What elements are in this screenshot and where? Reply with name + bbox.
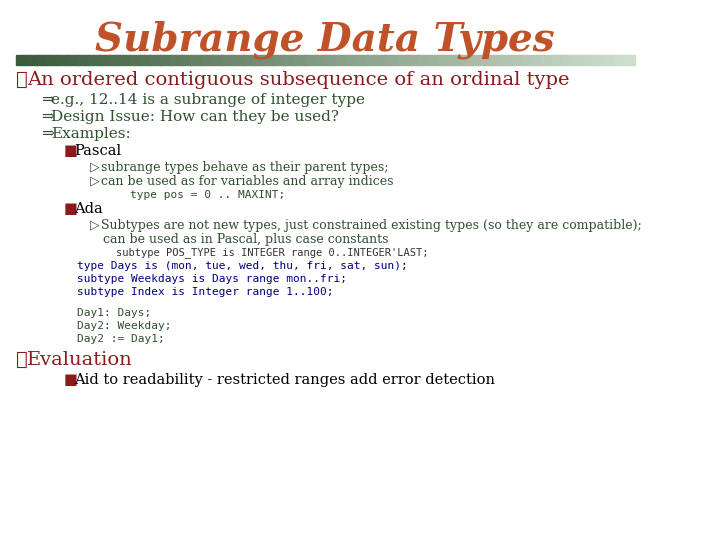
Bar [418,55,429,65]
Bar [336,55,347,65]
Text: Evaluation: Evaluation [27,351,133,369]
Bar [438,55,450,65]
Bar [377,55,388,65]
Bar [68,55,79,65]
Text: Day2: Weekday;: Day2: Weekday; [77,321,171,331]
Bar [305,55,316,65]
Bar [366,55,377,65]
Text: type Days is (mon, tue, wed, thu, fri, sat, sun);: type Days is (mon, tue, wed, thu, fri, s… [77,261,408,271]
Bar [531,55,542,65]
Text: ▷: ▷ [90,160,100,173]
Bar [582,55,594,65]
Text: Design Issue: How can they be used?: Design Issue: How can they be used? [52,110,340,124]
Bar [274,55,285,65]
Text: ▷: ▷ [90,219,100,232]
Text: e.g., 12..14 is a subrange of integer type: e.g., 12..14 is a subrange of integer ty… [52,93,366,107]
Bar [397,55,408,65]
Text: can be used as in Pascal, plus case constants: can be used as in Pascal, plus case cons… [103,233,389,246]
Bar [284,55,295,65]
Bar [572,55,584,65]
Bar [58,55,68,65]
Bar [552,55,563,65]
Bar [89,55,99,65]
Text: An ordered contiguous subsequence of an ordinal type: An ordered contiguous subsequence of an … [27,71,570,89]
Bar [624,55,635,65]
Text: can be used as for variables and array indices: can be used as for variables and array i… [102,174,394,187]
Bar [603,55,614,65]
Bar [171,55,182,65]
Text: type pos = 0 .. MAXINT;: type pos = 0 .. MAXINT; [103,190,285,200]
Bar [593,55,604,65]
Bar [233,55,244,65]
Text: Examples:: Examples: [52,127,131,141]
Bar [222,55,233,65]
Text: ⇒: ⇒ [40,93,53,107]
Bar [181,55,192,65]
Bar [428,55,439,65]
Text: ⇒: ⇒ [40,127,53,141]
Text: ❖: ❖ [17,351,28,369]
Bar [150,55,161,65]
Bar [356,55,367,65]
Bar [140,55,151,65]
Bar [27,55,37,65]
Bar [541,55,553,65]
Bar [325,55,336,65]
Bar [387,55,398,65]
Bar [161,55,171,65]
Bar [130,55,140,65]
Bar [459,55,470,65]
Bar [120,55,130,65]
Text: subrange types behave as their parent types;: subrange types behave as their parent ty… [102,160,389,173]
Bar [243,55,254,65]
Bar [192,55,202,65]
Text: Aid to readability - restricted ranges add error detection: Aid to readability - restricted ranges a… [74,373,495,387]
Text: ■: ■ [63,202,77,216]
Text: ■: ■ [63,144,77,158]
Text: subtype Index is Integer range 1..100;: subtype Index is Integer range 1..100; [77,287,333,297]
Text: Day1: Days;: Day1: Days; [77,308,151,318]
Bar [294,55,305,65]
Text: ⇒: ⇒ [40,110,53,124]
Bar [37,55,48,65]
Bar [562,55,573,65]
Bar [99,55,110,65]
Text: subtype Weekdays is Days range mon..fri;: subtype Weekdays is Days range mon..fri; [77,274,347,284]
Bar [202,55,213,65]
Bar [521,55,532,65]
Text: ▷: ▷ [90,174,100,187]
Bar [480,55,491,65]
Bar [408,55,419,65]
Bar [469,55,481,65]
Text: Subtypes are not new types, just constrained existing types (so they are compati: Subtypes are not new types, just constra… [102,219,642,232]
Bar [212,55,223,65]
Bar [315,55,326,65]
Text: Subrange Data Types: Subrange Data Types [96,21,555,59]
Bar [490,55,501,65]
Bar [17,55,27,65]
Text: ■: ■ [63,373,77,387]
Bar [264,55,274,65]
Text: Pascal: Pascal [74,144,121,158]
Bar [613,55,625,65]
Bar [346,55,357,65]
Bar [253,55,264,65]
Text: Ada: Ada [74,202,103,216]
Text: Day2 := Day1;: Day2 := Day1; [77,334,165,344]
Bar [109,55,120,65]
Bar [510,55,522,65]
Text: subtype POS_TYPE is INTEGER range 0..INTEGER'LAST;: subtype POS_TYPE is INTEGER range 0..INT… [116,247,428,259]
Bar [449,55,460,65]
Text: ❖: ❖ [17,71,28,89]
Bar [78,55,89,65]
Bar [500,55,511,65]
Bar [47,55,58,65]
